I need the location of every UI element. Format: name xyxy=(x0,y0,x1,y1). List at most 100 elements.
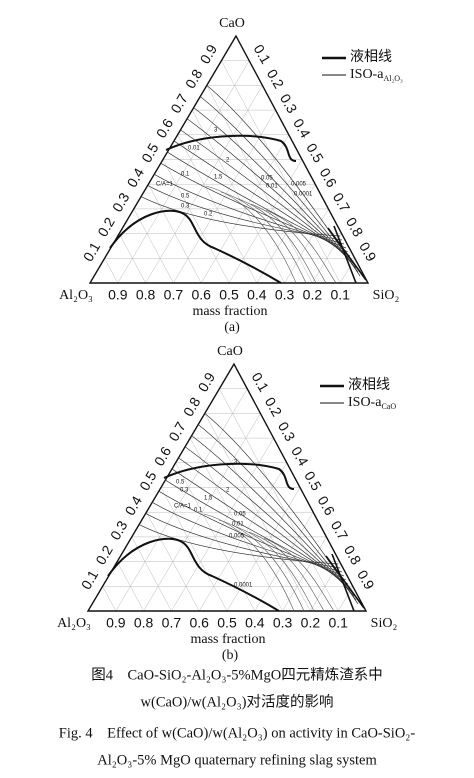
apex-label: CaO xyxy=(217,344,243,359)
contour-label: 0.005 xyxy=(229,534,245,540)
tick-label-bottom: 0.3 xyxy=(273,615,293,631)
tick-label-left: 0.9 xyxy=(194,369,218,394)
tick-label-left: 0.5 xyxy=(138,140,162,165)
contour-label: 0.3 xyxy=(181,204,190,210)
panel-label: (b) xyxy=(222,648,239,663)
legend-text: 液相线 xyxy=(350,49,392,65)
grid-line xyxy=(148,184,202,284)
tick-label-bottom: 0.4 xyxy=(247,287,267,303)
tick-label-bottom: 0.3 xyxy=(275,287,295,303)
grid-line xyxy=(254,512,314,612)
tick-label-bottom: 0.5 xyxy=(217,615,237,631)
tick-label-right: 0.7 xyxy=(328,518,352,543)
grid-line xyxy=(221,60,341,284)
iso-line xyxy=(265,209,337,284)
contour-label: 3 xyxy=(214,128,218,134)
iso-line xyxy=(204,413,359,605)
caption-zh: 图4 CaO-SiO₂-Al₂O₃-5%MgO四元精炼渣系中 xyxy=(91,666,382,683)
tick-label-bottom: 0.7 xyxy=(164,287,184,303)
liquidus xyxy=(163,462,295,490)
contour-label: 0.05 xyxy=(261,176,273,182)
iso-line xyxy=(263,537,335,612)
tick-label-bottom: 0.8 xyxy=(136,287,156,303)
iso-line xyxy=(206,85,361,277)
contour-label: 0.0001 xyxy=(294,192,313,198)
grid-line xyxy=(115,388,248,612)
tick-label-bottom: 0.2 xyxy=(301,615,321,631)
tick-label-right: 0.1 xyxy=(251,42,275,67)
grid-line xyxy=(282,536,327,612)
tick-label-bottom: 0.8 xyxy=(134,615,154,631)
tick-label-bottom: 0.6 xyxy=(191,287,211,303)
tick-label-left: 0.7 xyxy=(167,91,191,116)
iso-line xyxy=(250,203,327,284)
contour-label: 1.5 xyxy=(214,175,223,181)
liquidus xyxy=(165,134,297,162)
legend-subscript: CaO xyxy=(381,402,396,411)
liquidus xyxy=(327,225,367,284)
contour-label: 1.5 xyxy=(204,496,213,502)
iso-line xyxy=(191,435,355,597)
grid-line xyxy=(146,512,200,612)
iso-line xyxy=(165,479,347,581)
tick-label-left: 0.3 xyxy=(109,190,133,215)
legend-label: ISO-aAl₂O₃ xyxy=(350,67,403,83)
grid-line xyxy=(284,208,329,284)
contour-label: C/A=1 xyxy=(156,182,174,188)
contour-label: 2 xyxy=(226,488,230,494)
iso-line xyxy=(200,96,359,273)
tick-label-right: 0.1 xyxy=(249,370,273,395)
contour-label: 0.5 xyxy=(176,480,185,486)
grid-line xyxy=(133,208,174,284)
liquidus xyxy=(109,209,282,284)
ternary-panel: 321.5C/A=10.50.30.10.010.20.050.01 0.0050… xyxy=(59,16,403,335)
legend-text: ISO-a xyxy=(350,67,384,82)
grid-line xyxy=(116,561,144,612)
iso-line xyxy=(160,162,347,249)
tick-label-left: 0.8 xyxy=(182,66,206,91)
tick-label-right: 0.4 xyxy=(290,116,314,141)
tick-label-left: 0.9 xyxy=(196,41,220,66)
tick-label-bottom: 0.7 xyxy=(162,615,182,631)
tick-label-left: 0.6 xyxy=(151,444,175,469)
tick-label-bottom: 0.1 xyxy=(328,615,348,631)
tick-label-right: 0.3 xyxy=(275,419,299,444)
apex-label: SiO₂ xyxy=(371,616,398,631)
legend-label: 液相线 xyxy=(350,49,392,65)
iso-line xyxy=(248,531,325,612)
contour-label: 0.3 xyxy=(180,488,189,494)
tick-label-left: 0.5 xyxy=(136,468,160,493)
legend-label: ISO-aCaO xyxy=(348,395,396,411)
axis-label: mass fraction xyxy=(190,632,265,647)
liquidus xyxy=(325,553,365,612)
panel-label: (a) xyxy=(224,320,240,335)
tick-label-bottom: 0.9 xyxy=(108,287,128,303)
tick-label-right: 0.6 xyxy=(315,493,339,518)
tick-label-left: 0.2 xyxy=(92,542,116,567)
legend-text: ISO-a xyxy=(348,395,382,410)
apex-label: Al₂O₃ xyxy=(59,288,93,303)
iso-line xyxy=(167,151,349,253)
tick-label-left: 0.7 xyxy=(165,419,189,444)
iso-line xyxy=(193,107,357,269)
tick-label-left: 0.2 xyxy=(94,214,118,239)
contour-label: 0.005 xyxy=(291,182,307,188)
contour-label: 0.0001 xyxy=(234,583,253,589)
tick-label-left: 0.1 xyxy=(80,239,104,264)
iso-line xyxy=(205,185,297,284)
liquidus xyxy=(107,537,280,612)
grid-line xyxy=(104,258,119,284)
grid-line xyxy=(219,388,339,612)
tick-label-right: 0.5 xyxy=(303,140,327,165)
tick-label-left: 0.6 xyxy=(153,116,177,141)
tick-label-bottom: 0.1 xyxy=(330,287,350,303)
tick-label-right: 0.6 xyxy=(317,165,341,190)
tick-label-right: 0.2 xyxy=(262,394,286,419)
contour-label: 0.01 xyxy=(266,184,278,190)
tick-label-right: 0.3 xyxy=(277,91,301,116)
contour-label: 0.01 xyxy=(188,146,200,152)
iso-line xyxy=(203,513,295,612)
ternary-panel: 321.5C/A=10.50.30.10.050.010.0050.00010.… xyxy=(57,344,397,663)
tick-label-bottom: 0.5 xyxy=(219,287,239,303)
